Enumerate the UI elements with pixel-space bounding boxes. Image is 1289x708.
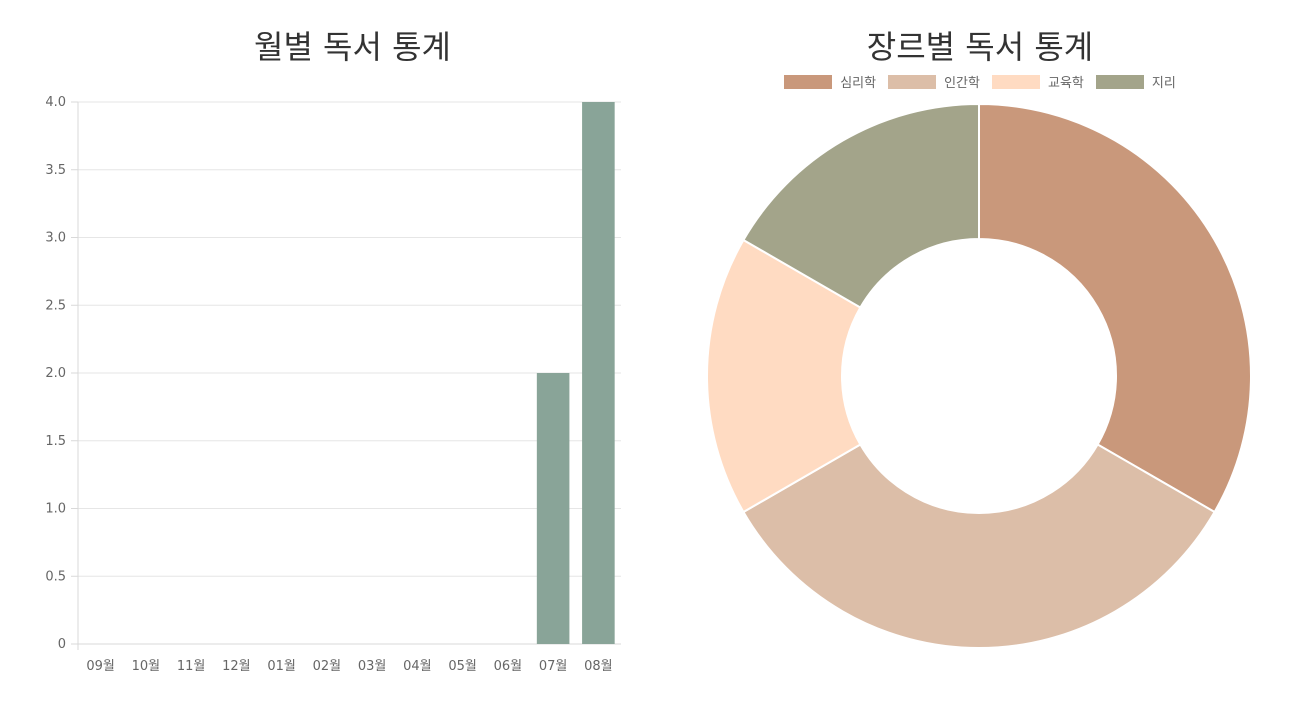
- bar-chart: 0 0.5 1.0 1.5 2.0 2.5 3.0 3.5 4.0 09월 10월 11월 12월 01월…: [45, 95, 621, 674]
- x-tick-label: 09월: [86, 659, 115, 674]
- x-tick-label: 04월: [403, 659, 432, 674]
- legend-swatch: [784, 74, 833, 89]
- y-tick-label: 2.5: [45, 298, 66, 313]
- y-tick-label: 3.5: [45, 163, 66, 178]
- x-tick-label: 10월: [132, 659, 161, 674]
- x-tick-label: 03월: [358, 659, 387, 674]
- legend-item-geography[interactable]: 지리: [1095, 72, 1176, 91]
- y-tick-label: 1.5: [45, 434, 66, 449]
- legend-item-humanities[interactable]: 인간학: [888, 72, 980, 91]
- x-tick-label: 01월: [267, 659, 296, 674]
- legend-swatch: [888, 74, 937, 89]
- legend-swatch: [991, 74, 1040, 89]
- x-tick-label: 12월: [222, 659, 251, 674]
- pie-chart-title: 장르별 독서 통계: [866, 28, 1094, 66]
- x-tick-label: 08월: [584, 659, 613, 674]
- x-tick-label: 07월: [539, 659, 568, 674]
- legend-label: 지리: [1151, 76, 1176, 91]
- x-tick-label: 06월: [494, 659, 523, 674]
- pie-legend: 심리학 인간학 교육학 지리: [705, 72, 1255, 91]
- y-tick-label: 3.0: [45, 231, 66, 246]
- legend-label: 인간학: [944, 76, 980, 91]
- legend-label: 교육학: [1047, 76, 1084, 91]
- y-tick-label: 1.0: [45, 502, 66, 517]
- x-tick-label: 11월: [177, 659, 206, 674]
- y-tick-label: 4.0: [45, 95, 66, 110]
- x-tick-label: 05월: [448, 659, 477, 674]
- bar: [582, 102, 615, 644]
- y-tick-label: 0: [58, 637, 66, 652]
- legend-swatch: [1095, 74, 1144, 89]
- y-tick-label: 0.5: [45, 569, 66, 584]
- x-tick-label: 02월: [313, 659, 342, 674]
- bar-chart-title: 월별 독서 통계: [254, 28, 451, 66]
- legend-item-education[interactable]: 교육학: [991, 72, 1084, 91]
- donut-slice: [706, 238, 862, 514]
- donut-slice: [978, 102, 1252, 514]
- legend-item-psychology[interactable]: 심리학: [784, 72, 876, 91]
- legend-label: 심리학: [840, 76, 877, 91]
- y-tick-label: 2.0: [45, 366, 66, 381]
- bar: [536, 373, 570, 644]
- donut-chart: [706, 102, 1252, 650]
- donut-slice: [742, 102, 980, 309]
- donut-slice: [742, 443, 1216, 650]
